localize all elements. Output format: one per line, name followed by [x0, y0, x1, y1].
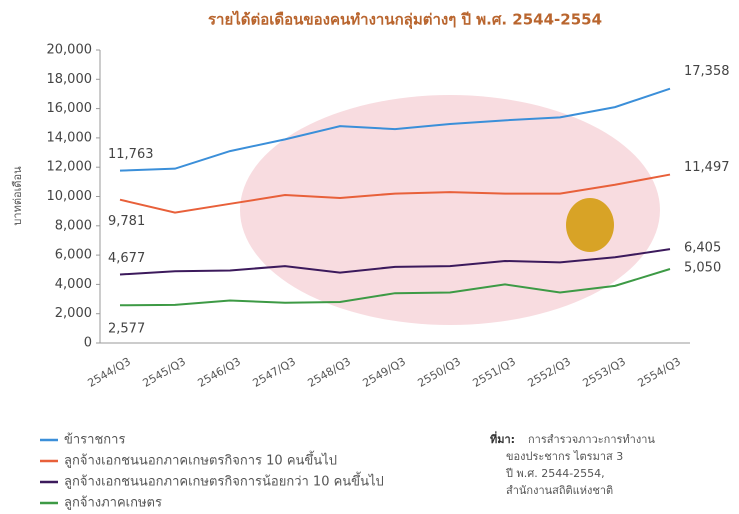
coin-decoration [566, 198, 614, 252]
y-tick-label: 20,000 [47, 43, 93, 58]
x-tick-label: 2545/Q3 [140, 355, 188, 390]
x-tick-label: 2551/Q3 [470, 355, 518, 390]
y-tick-label: 16,000 [47, 101, 93, 116]
data-label: 11,763 [108, 147, 154, 162]
x-tick-label: 2552/Q3 [525, 355, 573, 390]
x-tick-label: 2544/Q3 [85, 355, 133, 390]
y-tick-label: 18,000 [47, 72, 93, 87]
data-label: 5,050 [684, 261, 721, 276]
x-tick-label: 2546/Q3 [195, 355, 243, 390]
data-label: 2,577 [108, 322, 145, 337]
chart-title: รายได้ต่อเดือนของคนทำงานกลุ่มต่างๆ ปี พ.… [208, 10, 602, 30]
y-tick-label: 8,000 [55, 218, 92, 233]
x-tick-label: 2548/Q3 [305, 355, 353, 390]
y-tick-label: 14,000 [47, 130, 93, 145]
source-label: ที่มา: [490, 431, 515, 446]
data-label: 11,497 [684, 160, 730, 175]
x-tick-label: 2554/Q3 [635, 355, 683, 390]
data-label: 17,358 [684, 64, 730, 79]
y-tick-label: 6,000 [55, 248, 92, 263]
legend-label: ข้าราชการ [64, 433, 125, 448]
source-line: ของประชากร ไตรมาส 3 [506, 450, 623, 463]
y-tick-label: 2,000 [55, 306, 92, 321]
chart: รายได้ต่อเดือนของคนทำงานกลุ่มต่างๆ ปี พ.… [0, 0, 739, 514]
legend-label: ลูกจ้างภาคเกษตร [64, 496, 162, 511]
y-tick-label: 12,000 [47, 160, 93, 175]
x-tick-label: 2547/Q3 [250, 355, 298, 390]
legend-label: ลูกจ้างเอกชนนอกภาคเกษตรกิจการน้อยกว่า 10… [64, 472, 384, 490]
source-line: ปี พ.ศ. 2544-2554, [505, 467, 605, 480]
y-axis-label: บาทต่อเดือน [11, 166, 24, 226]
y-tick-label: 0 [84, 336, 92, 351]
y-tick-label: 10,000 [47, 189, 93, 204]
data-label: 6,405 [684, 241, 721, 256]
x-tick-label: 2549/Q3 [360, 355, 408, 390]
x-tick-label: 2550/Q3 [415, 355, 463, 390]
data-label: 4,677 [108, 251, 145, 266]
x-tick-label: 2553/Q3 [580, 355, 628, 390]
legend-label: ลูกจ้างเอกชนนอกภาคเกษตรกิจการ 10 คนขึ้นไ… [64, 451, 337, 469]
source-line: การสำรวจภาวะการทำงาน [528, 433, 655, 446]
y-tick-label: 4,000 [55, 277, 92, 292]
data-label: 9,781 [108, 214, 145, 229]
source-line: สำนักงานสถิติแห่งชาติ [506, 484, 613, 497]
